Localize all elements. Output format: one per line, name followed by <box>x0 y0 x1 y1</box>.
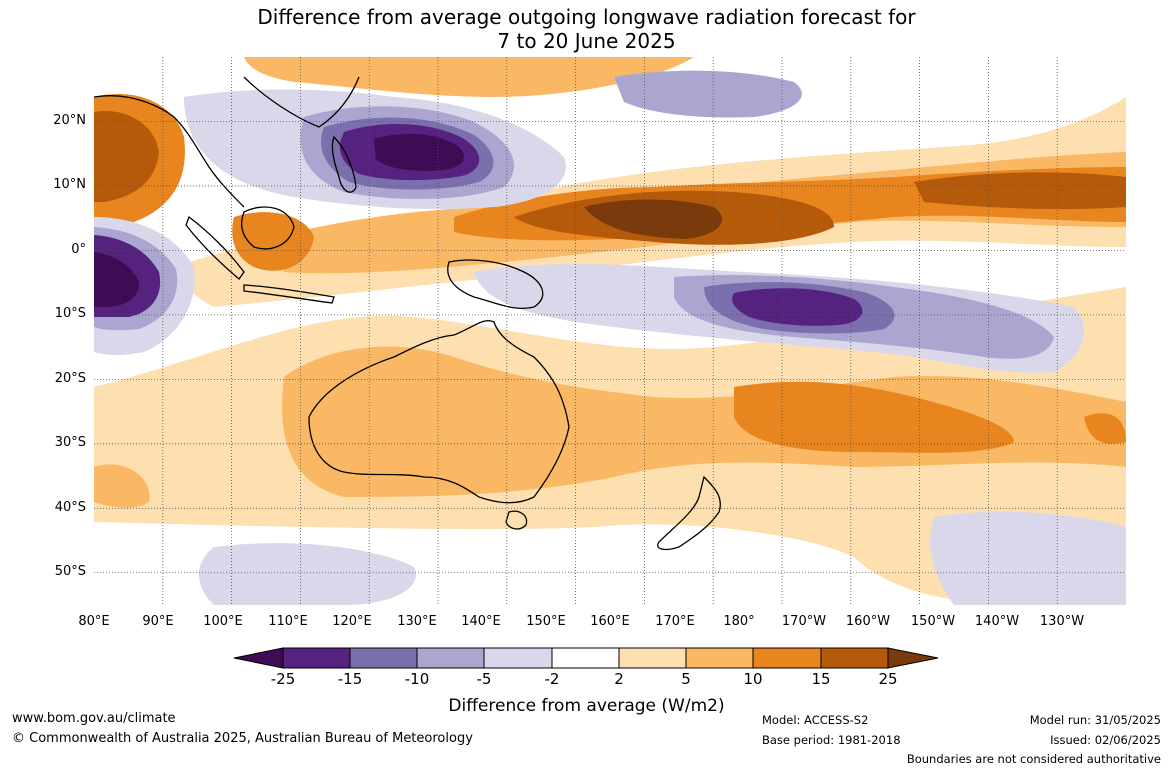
lat-label-30s: 30°S <box>54 435 86 450</box>
asia-coastline <box>94 76 360 208</box>
lat-label-20s: 20°S <box>54 371 86 386</box>
lon-label-170w: 170°W <box>781 614 827 629</box>
coastlines <box>94 76 721 551</box>
anomaly-region-sw-lavender <box>199 543 416 605</box>
lon-label-170e: 170°E <box>655 614 695 629</box>
colorbar-label-6: 2 <box>614 670 624 688</box>
lon-label-120e: 120°E <box>332 614 372 629</box>
lon-label-130e: 130°E <box>397 614 437 629</box>
lon-label-150e: 150°E <box>526 614 566 629</box>
anomaly-region-spcz-purple <box>732 288 863 326</box>
colorbar-label-7: 5 <box>681 670 691 688</box>
olr-anomaly-map <box>94 57 1126 605</box>
colorbar-label-4: -5 <box>476 670 492 688</box>
map-title-line1: Difference from average outgoing longwav… <box>257 5 916 29</box>
colorbar <box>233 647 939 669</box>
map-gridlines <box>94 57 1126 605</box>
colorbar-arrow-right <box>887 647 939 669</box>
philippines-coastline <box>331 135 357 193</box>
colorbar-swatch-6 <box>618 647 687 669</box>
lat-label-0: 0° <box>71 242 86 257</box>
new-guinea-coastline <box>447 259 544 309</box>
anomaly-region-northeast-lavender <box>614 70 802 118</box>
colorbar-label-5: -2 <box>544 670 560 688</box>
anomaly-region-eastern-deep-orange <box>734 381 1014 453</box>
anomaly-region-southern-lavender <box>930 511 1126 605</box>
copyright-text: © Commonwealth of Australia 2025, Austra… <box>12 731 473 746</box>
borneo-coastline <box>241 206 295 250</box>
colorbar-label-3: -10 <box>404 670 430 688</box>
anomaly-region-equatorial-dark-brown <box>584 199 723 239</box>
anomaly-region-australia-orange <box>282 346 1126 497</box>
lon-label-160e: 160°E <box>590 614 630 629</box>
map-title-line2: 7 to 20 June 2025 <box>497 29 676 53</box>
anomaly-region-asia-brown <box>94 111 159 202</box>
lon-label-180: 180° <box>723 614 755 629</box>
issued-date: Issued: 02/06/2025 <box>1050 733 1161 747</box>
colorbar-swatch-1 <box>282 647 351 669</box>
colorbar-arrow-left <box>233 647 284 669</box>
colorbar-swatch-4 <box>483 647 553 669</box>
new-zealand-coastline <box>657 475 721 551</box>
lat-label-40s: 40°S <box>54 500 86 515</box>
colorbar-swatch-9 <box>820 647 889 669</box>
lat-label-20n: 20°N <box>53 113 86 128</box>
colorbar-title: Difference from average (W/m2) <box>448 696 725 716</box>
lon-label-160w: 160°W <box>845 614 891 629</box>
australia-coastline <box>308 320 570 504</box>
lat-label-10s: 10°S <box>54 306 86 321</box>
lon-label-110e: 110°E <box>268 614 308 629</box>
sumatra-coastline <box>185 215 245 280</box>
colorbar-swatch-8 <box>752 647 822 669</box>
lon-label-150w: 150°W <box>910 614 956 629</box>
java-coastline <box>243 284 335 304</box>
colorbar-label-10: 25 <box>878 670 898 688</box>
lon-label-100e: 100°E <box>203 614 243 629</box>
base-period: Base period: 1981-2018 <box>762 733 901 747</box>
lon-label-140w: 140°W <box>974 614 1020 629</box>
colorbar-swatch-2 <box>349 647 418 669</box>
model-name: Model: ACCESS-S2 <box>762 713 869 727</box>
website-link[interactable]: www.bom.gov.au/climate <box>12 711 176 726</box>
colorbar-label-8: 10 <box>743 670 763 688</box>
lon-label-140e: 140°E <box>461 614 501 629</box>
boundaries-disclaimer: Boundaries are not considered authoritat… <box>906 752 1161 766</box>
anomaly-region-philippine-dark <box>374 133 464 171</box>
anomaly-region-eastern-brown <box>914 172 1126 210</box>
tasmania-coastline <box>505 510 528 530</box>
colorbar-label-2: -15 <box>337 670 363 688</box>
lon-label-80e: 80°E <box>78 614 110 629</box>
colorbar-label-9: 15 <box>811 670 831 688</box>
lon-label-130w: 130°W <box>1039 614 1085 629</box>
lat-label-50s: 50°S <box>54 564 86 579</box>
colorbar-label-1: -25 <box>270 670 296 688</box>
anomaly-region-far-east-orange <box>1084 413 1126 444</box>
anomaly-region-north-orange <box>244 57 694 97</box>
anomaly-region-southwest-orange <box>94 464 150 508</box>
lat-label-10n: 10°N <box>53 177 86 192</box>
model-run-date: Model run: 31/05/2025 <box>1029 713 1161 727</box>
colorbar-swatch-7 <box>685 647 754 669</box>
lon-label-90e: 90°E <box>142 614 174 629</box>
anomaly-region-indian-dark <box>94 252 139 307</box>
colorbar-swatch-3 <box>416 647 485 669</box>
colorbar-swatch-5 <box>551 647 620 669</box>
